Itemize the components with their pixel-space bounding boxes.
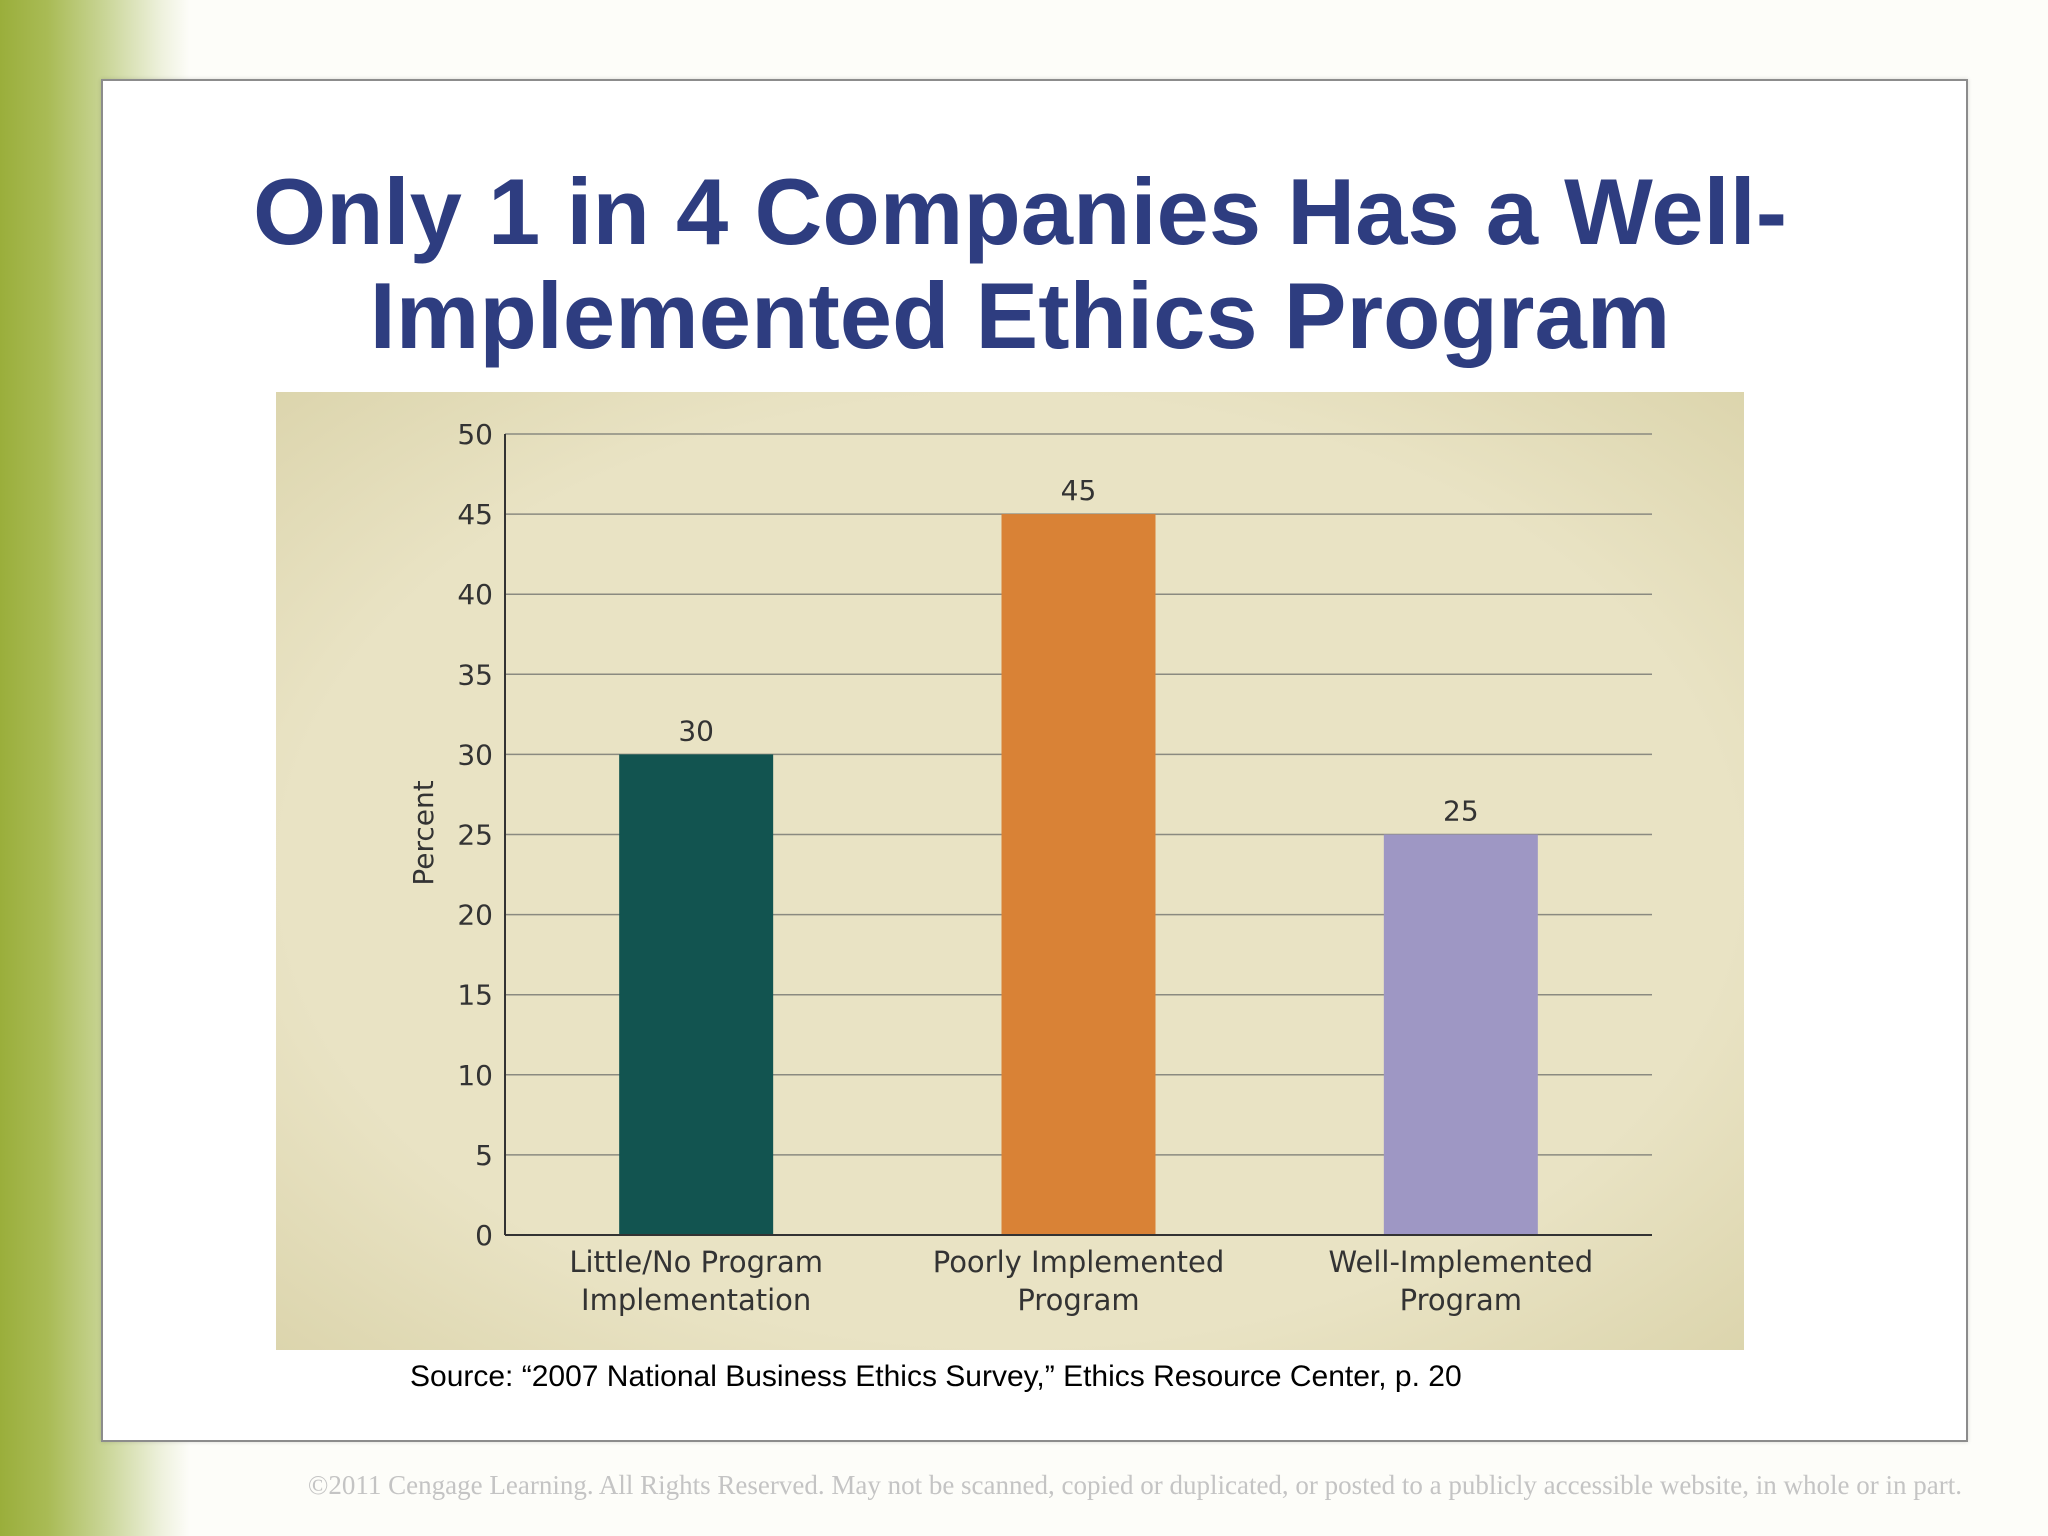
bar-chart: 0 5 10 15 20 25 30 35 40 45 50 30 Little/No Program I… [407, 418, 1652, 1317]
y-tick-label: 50 [457, 418, 493, 451]
data-label: 30 [678, 714, 714, 747]
bars [619, 514, 1538, 1235]
y-tick-label: 10 [457, 1059, 493, 1092]
y-tick-label: 35 [457, 658, 493, 691]
y-tick-label: 20 [457, 899, 493, 932]
x-tick-label: Program [1400, 1283, 1522, 1317]
axes [504, 434, 1652, 1236]
y-tick-label: 0 [475, 1219, 493, 1252]
chart-panel: 0 5 10 15 20 25 30 35 40 45 50 30 Little/No Program I… [276, 392, 1744, 1350]
x-tick-label: Implementation [581, 1283, 811, 1317]
y-tick-label: 25 [457, 819, 493, 852]
bar [619, 754, 774, 1235]
slide-title: Only 1 in 4 Companies Has a Well- Implem… [200, 160, 1840, 368]
data-label: 45 [1061, 474, 1097, 507]
y-tick-label: 30 [457, 738, 493, 771]
x-tick-label: Well-Implemented [1329, 1245, 1594, 1279]
chart-labels: 0 5 10 15 20 25 30 35 40 45 50 30 Little/No Program I… [407, 418, 1593, 1317]
y-tick-label: 5 [475, 1139, 493, 1172]
x-tick-label: Little/No Program [569, 1245, 823, 1279]
data-label: 25 [1443, 795, 1479, 828]
y-axis-title: Percent [407, 780, 440, 885]
bar [1001, 514, 1156, 1235]
x-tick-label: Poorly Implemented [933, 1245, 1225, 1279]
y-tick-label: 45 [457, 498, 493, 531]
copyright-notice: ©2011 Cengage Learning. All Rights Reser… [307, 1470, 1962, 1500]
slide-title-line-1: Only 1 in 4 Companies Has a Well- [252, 159, 1788, 264]
y-tick-label: 40 [457, 578, 493, 611]
slide-title-line-2: Implemented Ethics Program [369, 263, 1671, 368]
source-citation: Source: “2007 National Business Ethics S… [410, 1360, 1462, 1393]
x-tick-label: Program [1017, 1283, 1139, 1317]
y-tick-label: 15 [457, 979, 493, 1012]
bar [1383, 834, 1538, 1235]
